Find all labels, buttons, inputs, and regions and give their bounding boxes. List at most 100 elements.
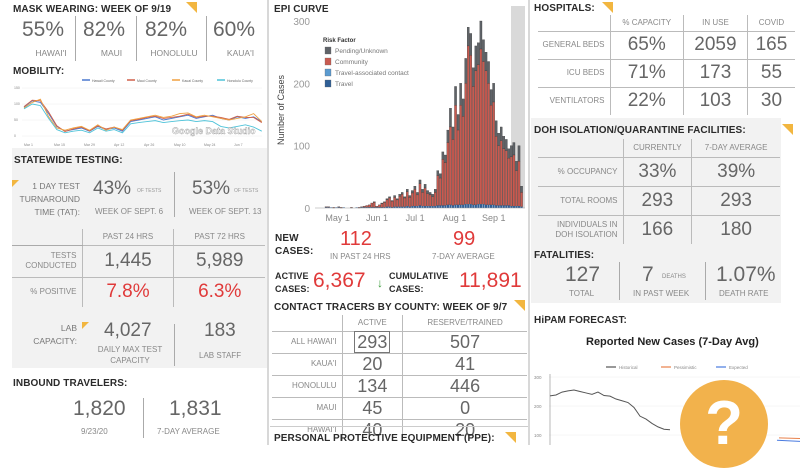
mask-label: HONOLULU [150, 48, 198, 58]
new-badge-icon [602, 2, 613, 13]
bar-travel [408, 206, 411, 208]
bar-community [413, 189, 417, 207]
cell-value: 293 [341, 330, 404, 354]
death-rate: 1.07% [716, 263, 776, 286]
row-label: % OCCUPANCY [538, 156, 624, 187]
mobility-series-line [23, 98, 263, 131]
bar-community [454, 105, 457, 206]
bar-travel [337, 207, 340, 208]
tat-period: WEEK OF SEPT. 6 [95, 207, 164, 216]
x-tick: Mar 29 [84, 143, 95, 147]
bar-travel [411, 206, 414, 208]
divider [143, 398, 144, 438]
bar-travel [512, 206, 516, 208]
row-label: VENTILATORS [538, 86, 611, 115]
mobility-chart: Hawaii County Maui County Kauai County Hono… [14, 79, 263, 147]
column-header: CURRENTLY [622, 139, 693, 158]
bar-community [434, 192, 437, 207]
mask-value: 82% [83, 18, 126, 41]
row-label: HONOLULU [272, 374, 343, 398]
travelers-avg-value: 1,831 [169, 397, 222, 420]
divider [206, 16, 207, 61]
bar-pending [436, 170, 439, 176]
bar-community [398, 196, 401, 207]
bar-community [327, 206, 330, 208]
cell-value: 22% [609, 86, 684, 115]
bar-travel [342, 207, 345, 208]
cell-value: 293 [691, 185, 780, 216]
contact-tracers-table: ACTIVE RESERVE/TRAINED ALL HAWAI'I 293 507 KA… [272, 315, 527, 441]
divider [75, 16, 76, 61]
table-row: % OCCUPANCY 33% 39% [538, 156, 780, 187]
bar-travel [507, 205, 510, 208]
selected-cell[interactable]: 293 [354, 330, 391, 353]
active-cases-value: 6,367 [313, 269, 366, 292]
historical-line [549, 389, 671, 431]
mobility-series-line [23, 103, 263, 134]
bar-travel [383, 207, 386, 208]
mask-label: KAUA'I [226, 48, 255, 58]
legend-label: Community [335, 59, 369, 66]
x-tick: May 1 [325, 213, 350, 223]
bar-travel [482, 204, 485, 208]
bar-pending [426, 190, 429, 194]
bar-travel [479, 204, 483, 208]
bar-travel [413, 206, 417, 208]
mask-wearing-title: MASK WEARING: WEEK OF 9/19 [13, 4, 172, 15]
cell-value: 134 [341, 374, 404, 398]
bar-pending [512, 142, 516, 156]
bar-travel [418, 205, 422, 208]
tat-label: 1 DAY TEST TURNAROUND TIME (TAT): [19, 181, 80, 217]
table-row: HAWAI'I 40 20 [272, 418, 527, 441]
table-row: INDIVIDUALS IN DOH ISOLATION 166 180 [538, 214, 780, 244]
bar-community [370, 202, 373, 208]
bar-community [456, 129, 460, 206]
bar-travel [396, 206, 399, 208]
bar-travel [375, 207, 378, 208]
contact-tracers-title: CONTACT TRACERS BY COUNTY: WEEK OF 9/7 [274, 302, 508, 313]
bar-community [517, 161, 521, 207]
divider [270, 426, 528, 427]
row-label: HAWAI'I [272, 418, 343, 441]
bar-pending [428, 192, 432, 196]
column-header: 7-DAY AVERAGE [691, 139, 780, 158]
lab-capacity-sub: DAILY MAX TEST CAPACITY [97, 345, 163, 365]
cumulative-cases-value: 11,891 [459, 269, 522, 292]
testing-table: PAST 24 HRS PAST 72 HRS TESTS CONDUCTED 1,… [12, 229, 265, 307]
epi-curve-chart: 0 100 200 300 Number of Cases May 1 Jun 1 Jul 1… [276, 6, 525, 223]
active-cases-label: ACTIVE CASES: [275, 271, 310, 294]
table-row: KAUA'I 20 41 [272, 352, 527, 376]
bar-pending [388, 196, 391, 199]
bar-community [388, 197, 391, 207]
bar-community [337, 206, 340, 208]
bar-community [459, 105, 462, 206]
x-tick: Mar 1 [24, 143, 33, 147]
bar-community [484, 70, 488, 206]
avg-cases-value: 99 [453, 228, 476, 250]
cell-value: 30 [746, 86, 795, 115]
bar-community [487, 83, 490, 206]
legend-label: Kauai County [182, 79, 203, 83]
row-label: MAUI [272, 396, 343, 420]
x-tick: Mar 15 [54, 143, 65, 147]
mask-value: 60% [213, 18, 256, 41]
bar-travel [391, 207, 394, 208]
bar-travel [421, 206, 424, 208]
inbound-travelers-title: INBOUND TRAVELERS: [13, 378, 128, 389]
bar-community [482, 61, 485, 205]
bar-community [362, 205, 366, 208]
bar-community [378, 204, 381, 208]
x-tick: Sep 1 [482, 213, 506, 223]
lab-staff-value: 183 [204, 320, 236, 341]
travelers-avg-label: 7-DAY AVERAGE [157, 427, 220, 436]
y-tick: 300 [293, 17, 310, 28]
bar-travel [492, 204, 495, 208]
bar-pending [418, 179, 422, 184]
bar-community [411, 192, 414, 207]
mobility-title: MOBILITY: [13, 66, 65, 77]
bar-travel [515, 206, 518, 208]
bar-community [464, 83, 467, 205]
bar-community [520, 192, 523, 207]
legend-label: Pending/Unknown [335, 48, 388, 55]
x-tick: Jun 7 [234, 143, 243, 147]
